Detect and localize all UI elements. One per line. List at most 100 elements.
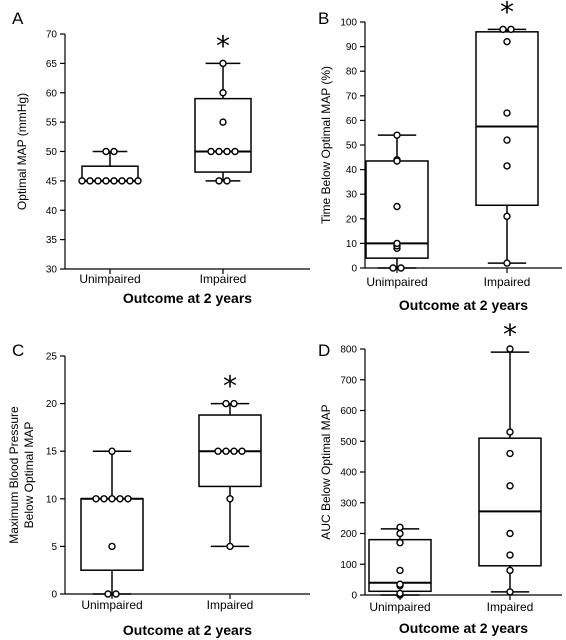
box-iqr: [475, 31, 539, 207]
panel-a: A 30 35 40 45 50 55 60 65 70 Unimpaired Impaired Out…: [12, 9, 310, 306]
data-point: [226, 495, 234, 503]
data-point: [503, 37, 511, 46]
panel-c: C 0 5 10 15 20 25 Unimpaired Impaired Outcome at …: [7, 341, 310, 638]
data-point: [116, 495, 124, 503]
data-point: [507, 25, 515, 34]
data-point: [396, 566, 404, 575]
data-point: [110, 147, 118, 156]
y-tick-label: 70: [346, 91, 358, 102]
y-tick-label: 100: [340, 560, 357, 571]
data-point: [396, 580, 404, 588]
data-point: [396, 539, 404, 547]
data-point: [110, 177, 118, 185]
data-point: [108, 542, 116, 551]
y-tick-label: 60: [46, 88, 58, 99]
y-tick-label: 800: [340, 345, 357, 356]
x-category-label: Impaired: [484, 275, 531, 289]
x-axis-label: Outcome at 2 years: [399, 620, 528, 636]
y-tick-label: 60: [346, 116, 358, 127]
data-point: [207, 147, 215, 156]
y-tick-label: 700: [340, 375, 357, 386]
data-point: [214, 447, 222, 455]
data-point: [100, 495, 108, 503]
y-axis-label-line: Maximum Blood Pressure: [7, 406, 21, 544]
significance-marker: *: [216, 29, 230, 62]
data-point: [506, 449, 514, 458]
y-tick-label: 55: [46, 118, 58, 129]
data-point: [219, 89, 227, 97]
y-tick-label: 0: [351, 591, 357, 602]
y-tick-label: 10: [346, 239, 358, 250]
data-point: [126, 177, 134, 185]
x-axis-label: Outcome at 2 years: [123, 290, 252, 306]
y-tick-label: 600: [340, 406, 357, 417]
data-point: [393, 239, 401, 248]
data-point: [393, 131, 401, 139]
data-point: [86, 177, 94, 185]
data-point: [503, 162, 511, 170]
x-category-label: Unimpaired: [81, 598, 142, 612]
data-point: [134, 177, 142, 185]
data-point: [499, 25, 507, 34]
data-point: [230, 447, 238, 455]
y-axis-label: AUC Below Optimal MAP: [319, 404, 333, 539]
x-category-label: Impaired: [207, 598, 254, 612]
y-tick-label: 20: [346, 214, 358, 225]
box-iqr: [80, 498, 144, 571]
y-tick-label: 70: [46, 30, 58, 41]
significance-marker: *: [223, 370, 237, 403]
panel-d: D 0 100 200 300 400 500 600 700 800 Unimpaired Impa…: [318, 318, 562, 636]
data-point: [503, 136, 511, 144]
y-tick-label: 90: [346, 42, 358, 53]
x-category-label: Impaired: [487, 600, 534, 614]
data-point: [215, 177, 223, 185]
data-point: [222, 399, 230, 408]
data-point: [389, 264, 397, 272]
data-point: [112, 590, 120, 598]
data-point: [396, 529, 404, 538]
y-tick-label: 500: [340, 437, 357, 448]
data-point: [226, 542, 234, 551]
data-point: [223, 177, 231, 185]
y-tick-label: 400: [340, 468, 357, 479]
y-axis-label-line: Below Optimal MAP: [22, 422, 36, 529]
y-tick-label: 20: [46, 399, 58, 410]
data-point: [393, 157, 401, 165]
y-tick-label: 0: [351, 264, 357, 275]
x-category-label: Unimpaired: [369, 600, 430, 614]
y-tick-label: 10: [46, 494, 58, 505]
data-point: [396, 523, 404, 532]
panel-label: B: [318, 9, 329, 28]
data-point: [102, 147, 110, 156]
data-point: [506, 482, 514, 490]
y-tick-label: 45: [46, 176, 58, 187]
data-point: [108, 447, 116, 455]
data-point: [94, 177, 102, 185]
y-tick-label: 65: [46, 59, 58, 70]
data-point: [506, 551, 514, 559]
data-point: [78, 177, 86, 185]
data-point: [506, 345, 514, 353]
data-point: [393, 202, 401, 211]
x-category-label: Unimpaired: [79, 272, 140, 286]
data-point: [503, 259, 511, 267]
data-point: [231, 147, 239, 156]
y-tick-label: 50: [346, 141, 358, 152]
data-point: [215, 147, 223, 156]
y-axis-label: Optimal MAP (mmHg): [15, 93, 29, 210]
data-point: [230, 399, 238, 408]
y-tick-label: 30: [346, 190, 358, 201]
y-axis-label: Time Below Optimal MAP (%): [319, 66, 333, 224]
y-tick-label: 35: [46, 235, 58, 246]
data-point: [506, 566, 514, 575]
data-point: [503, 212, 511, 221]
panel-label: C: [12, 341, 24, 360]
data-point: [238, 447, 246, 455]
y-tick-label: 30: [46, 265, 58, 276]
y-tick-label: 80: [346, 67, 358, 78]
x-axis-label: Outcome at 2 years: [123, 622, 252, 638]
significance-marker: *: [503, 318, 517, 351]
x-axis-label: Outcome at 2 years: [399, 297, 528, 313]
y-tick-label: 0: [51, 590, 57, 601]
y-tick-label: 40: [46, 206, 58, 217]
